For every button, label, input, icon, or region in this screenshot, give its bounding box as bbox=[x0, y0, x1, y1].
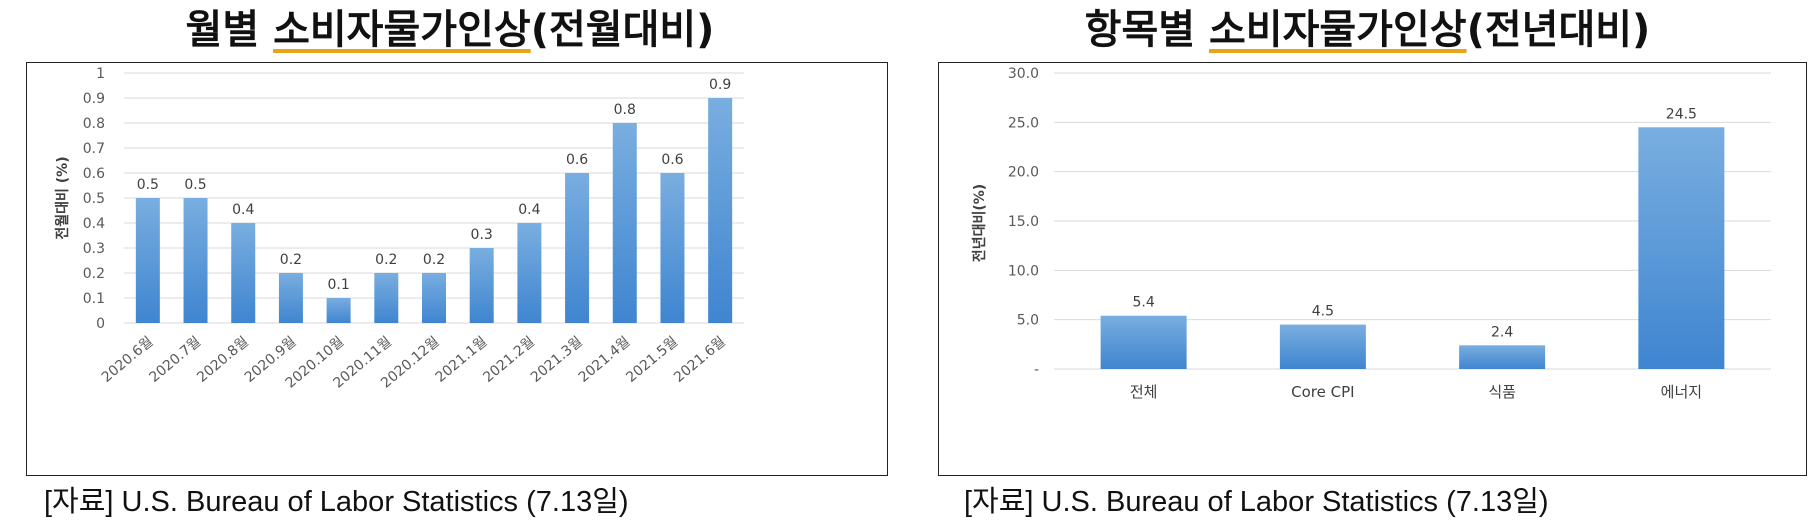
y-tick-label: 0.1 bbox=[83, 291, 105, 307]
bar bbox=[565, 173, 590, 323]
data-label: 0.2 bbox=[280, 252, 302, 268]
bar bbox=[660, 173, 685, 323]
y-tick-label: 10.0 bbox=[1008, 263, 1039, 279]
bar bbox=[278, 273, 303, 323]
data-label: 0.3 bbox=[471, 227, 493, 243]
y-axis-label: 전월대비 (%) bbox=[54, 156, 71, 239]
monthly-bar-chart: 0 0.1 0.2 0.3 0.4 0.5 0.6 0.7 0.8 0.9 1 0.5 2020.6월 0… bbox=[54, 66, 744, 392]
data-label: 0.1 bbox=[327, 277, 349, 293]
y-tick-label: 0.8 bbox=[83, 116, 105, 132]
data-label: 0.8 bbox=[614, 102, 636, 118]
data-label: 2.4 bbox=[1491, 324, 1513, 340]
y-tick-label: 0.2 bbox=[83, 266, 105, 282]
y-tick-label: 1 bbox=[96, 66, 105, 82]
data-label: 4.5 bbox=[1312, 304, 1334, 320]
data-label: 0.6 bbox=[661, 152, 683, 168]
bar bbox=[326, 298, 351, 323]
y-tick-label: 0 bbox=[96, 316, 105, 332]
y-tick-label: 0.6 bbox=[83, 166, 105, 182]
bar bbox=[612, 123, 637, 323]
x-category-label: 2021.1월 bbox=[433, 334, 491, 386]
bar bbox=[183, 198, 208, 323]
bar bbox=[1279, 324, 1366, 369]
title-suffix: (전년대비) bbox=[1466, 7, 1651, 53]
source-note-monthly: [자료] U.S. Bureau of Labor Statistics (7.… bbox=[44, 486, 629, 518]
bar bbox=[517, 223, 542, 323]
title-underlined: 소비자물가인상 bbox=[273, 7, 531, 53]
x-category-label: 2021.5월 bbox=[623, 334, 681, 386]
chart-title-monthly: 월별 소비자물가인상(전월대비) bbox=[0, 4, 900, 56]
x-category-label: 2020.7월 bbox=[146, 334, 204, 386]
data-label: 0.9 bbox=[709, 77, 731, 93]
x-category-label: 전체 bbox=[1130, 383, 1158, 401]
bar bbox=[135, 198, 160, 323]
source-note-category: [자료] U.S. Bureau of Labor Statistics (7.… bbox=[964, 486, 1549, 518]
chart-title-category: 항목별 소비자물가인상(전년대비) bbox=[918, 4, 1817, 56]
title-suffix: (전월대비) bbox=[530, 7, 715, 53]
y-tick-label: 0.4 bbox=[83, 216, 105, 232]
y-tick-label: 20.0 bbox=[1008, 165, 1039, 181]
data-label: 0.6 bbox=[566, 152, 588, 168]
data-label: 0.2 bbox=[423, 252, 445, 268]
y-tick-label: 0.3 bbox=[83, 241, 105, 257]
y-tick-label: 0.5 bbox=[83, 191, 105, 207]
data-label: 0.4 bbox=[518, 202, 540, 218]
y-tick-label: 5.0 bbox=[1017, 313, 1039, 329]
x-category-label: 2020.6월 bbox=[99, 334, 157, 386]
y-tick-label: 15.0 bbox=[1008, 214, 1039, 230]
data-label: 0.5 bbox=[184, 177, 206, 193]
x-category-label: 2021.6월 bbox=[671, 334, 729, 386]
category-cpi-panel: 항목별 소비자물가인상(전년대비) - 5.0 10.0 15.0 20.0 25.0 30… bbox=[918, 0, 1817, 521]
title-underlined: 소비자물가인상 bbox=[1208, 7, 1467, 53]
chart-frame-category: - 5.0 10.0 15.0 20.0 25.0 30.0 5.4 전체 4.5 Core CPI… bbox=[938, 62, 1807, 476]
bar bbox=[422, 273, 446, 323]
category-bar-chart: - 5.0 10.0 15.0 20.0 25.0 30.0 5.4 전체 4.5 Core CPI… bbox=[971, 66, 1771, 401]
chart-frame-monthly: 0 0.1 0.2 0.3 0.4 0.5 0.6 0.7 0.8 0.9 1 0.5 2020.6월 0… bbox=[26, 62, 888, 476]
y-tick-label: 30.0 bbox=[1008, 66, 1039, 82]
y-tick-label: 25.0 bbox=[1008, 115, 1039, 131]
bar bbox=[1100, 315, 1187, 369]
data-label: 0.5 bbox=[137, 177, 159, 193]
bar bbox=[231, 223, 256, 323]
data-label: 0.2 bbox=[375, 252, 397, 268]
data-label: 5.4 bbox=[1132, 295, 1154, 311]
title-prefix: 항목별 bbox=[1084, 7, 1209, 53]
bar bbox=[1459, 345, 1546, 369]
bar bbox=[708, 98, 733, 323]
title-prefix: 월별 bbox=[185, 7, 274, 53]
y-tick-label: 0.7 bbox=[83, 141, 105, 157]
x-category-label: 식품 bbox=[1488, 383, 1516, 401]
bar bbox=[1638, 127, 1725, 370]
x-category-label: Core CPI bbox=[1291, 383, 1354, 401]
y-tick-label: - bbox=[1034, 362, 1039, 378]
x-category-label: 에너지 bbox=[1661, 383, 1702, 401]
x-category-label: 2020.8월 bbox=[194, 334, 252, 386]
bar bbox=[469, 248, 494, 323]
monthly-cpi-panel: 월별 소비자물가인상(전월대비) 0 0.1 0.2 0.3 0.4 0.5 0.6 0.7 0… bbox=[0, 0, 900, 521]
data-label: 0.4 bbox=[232, 202, 254, 218]
y-axis-label: 전년대비(%) bbox=[971, 184, 988, 262]
x-category-label: 2021.4월 bbox=[576, 334, 634, 386]
x-category-label: 2021.2월 bbox=[480, 334, 538, 386]
x-category-label: 2021.3월 bbox=[528, 334, 586, 386]
y-tick-label: 0.9 bbox=[83, 91, 105, 107]
bar bbox=[374, 273, 399, 323]
data-label: 24.5 bbox=[1666, 106, 1697, 122]
